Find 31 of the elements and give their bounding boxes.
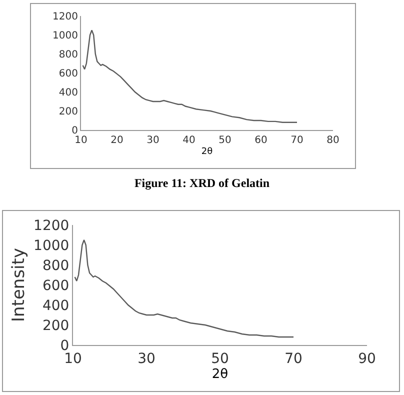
y-tick-label: 1000 [34, 238, 70, 254]
y-axis-title: Intensity [9, 248, 30, 322]
y-tick-label: 600 [42, 278, 70, 294]
x-tick-label: 80 [326, 135, 340, 146]
x-axis-title: 2θ [212, 366, 228, 382]
x-tick-label: 50 [211, 350, 229, 367]
y-tick-label: 200 [58, 106, 78, 118]
x-tick-label: 30 [146, 135, 160, 146]
y-tick-label: 800 [58, 50, 78, 60]
x-tick-label: 70 [290, 135, 304, 146]
x-tick-label: 70 [284, 350, 302, 367]
x-tick-label: 30 [138, 350, 156, 367]
x-tick-label: 50 [218, 135, 232, 146]
x-tick-label: 20 [110, 135, 124, 146]
line-series [82, 30, 298, 123]
y-tick-label: 1200 [52, 12, 78, 22]
y-tick-label: 0 [72, 126, 78, 136]
y-tick-label: 200 [42, 318, 70, 334]
y-tick-label: 800 [42, 258, 70, 274]
x-tick-label: 60 [254, 135, 268, 146]
x-tick-label: 90 [358, 350, 376, 367]
caption: Figure 11: XRD of Gelatin [133, 176, 271, 191]
x-tick-label: 10 [74, 135, 88, 146]
y-tick-label: 400 [42, 298, 70, 314]
y-tick-label: 400 [58, 88, 78, 98]
x-tick-label: 40 [182, 135, 196, 146]
x-axis-title: 2θ [201, 146, 214, 157]
y-tick-label: 600 [58, 68, 78, 80]
y-tick-label: 1200 [34, 218, 70, 234]
line-series [74, 239, 294, 338]
y-tick-label: 1000 [52, 30, 78, 42]
